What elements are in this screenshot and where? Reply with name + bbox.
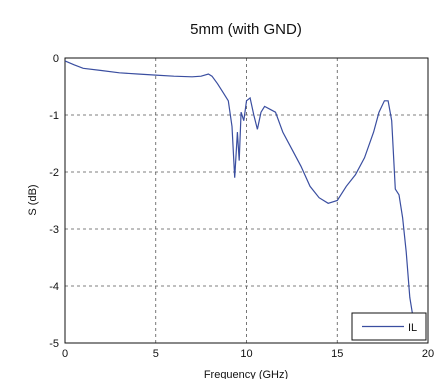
x-tick-label: 5 [153, 348, 159, 360]
y-tick-label: -1 [49, 110, 59, 122]
y-tick-label: -4 [49, 281, 59, 293]
x-tick-label: 0 [62, 348, 68, 360]
x-tick-label: 15 [331, 348, 343, 360]
series-line-il [64, 60, 415, 321]
y-tick-label: 0 [53, 53, 59, 65]
y-tick-label: -3 [49, 224, 59, 236]
plot-area [64, 57, 429, 344]
y-axis-label: S (dB) [27, 184, 39, 215]
chart-title: 5mm (with GND) [190, 21, 302, 38]
grid [65, 58, 428, 343]
ticks: 0 5 10 15 20 0 -1 -2 -3 -4 -5 [49, 53, 434, 360]
x-tick-label: 20 [422, 348, 434, 360]
y-tick-label: -5 [49, 338, 59, 350]
x-axis-label: Frequency (GHz) [204, 369, 288, 379]
legend-label-il: IL [408, 322, 417, 334]
y-tick-label: -2 [49, 167, 59, 179]
legend: IL [351, 312, 427, 341]
x-tick-label: 10 [240, 348, 252, 360]
